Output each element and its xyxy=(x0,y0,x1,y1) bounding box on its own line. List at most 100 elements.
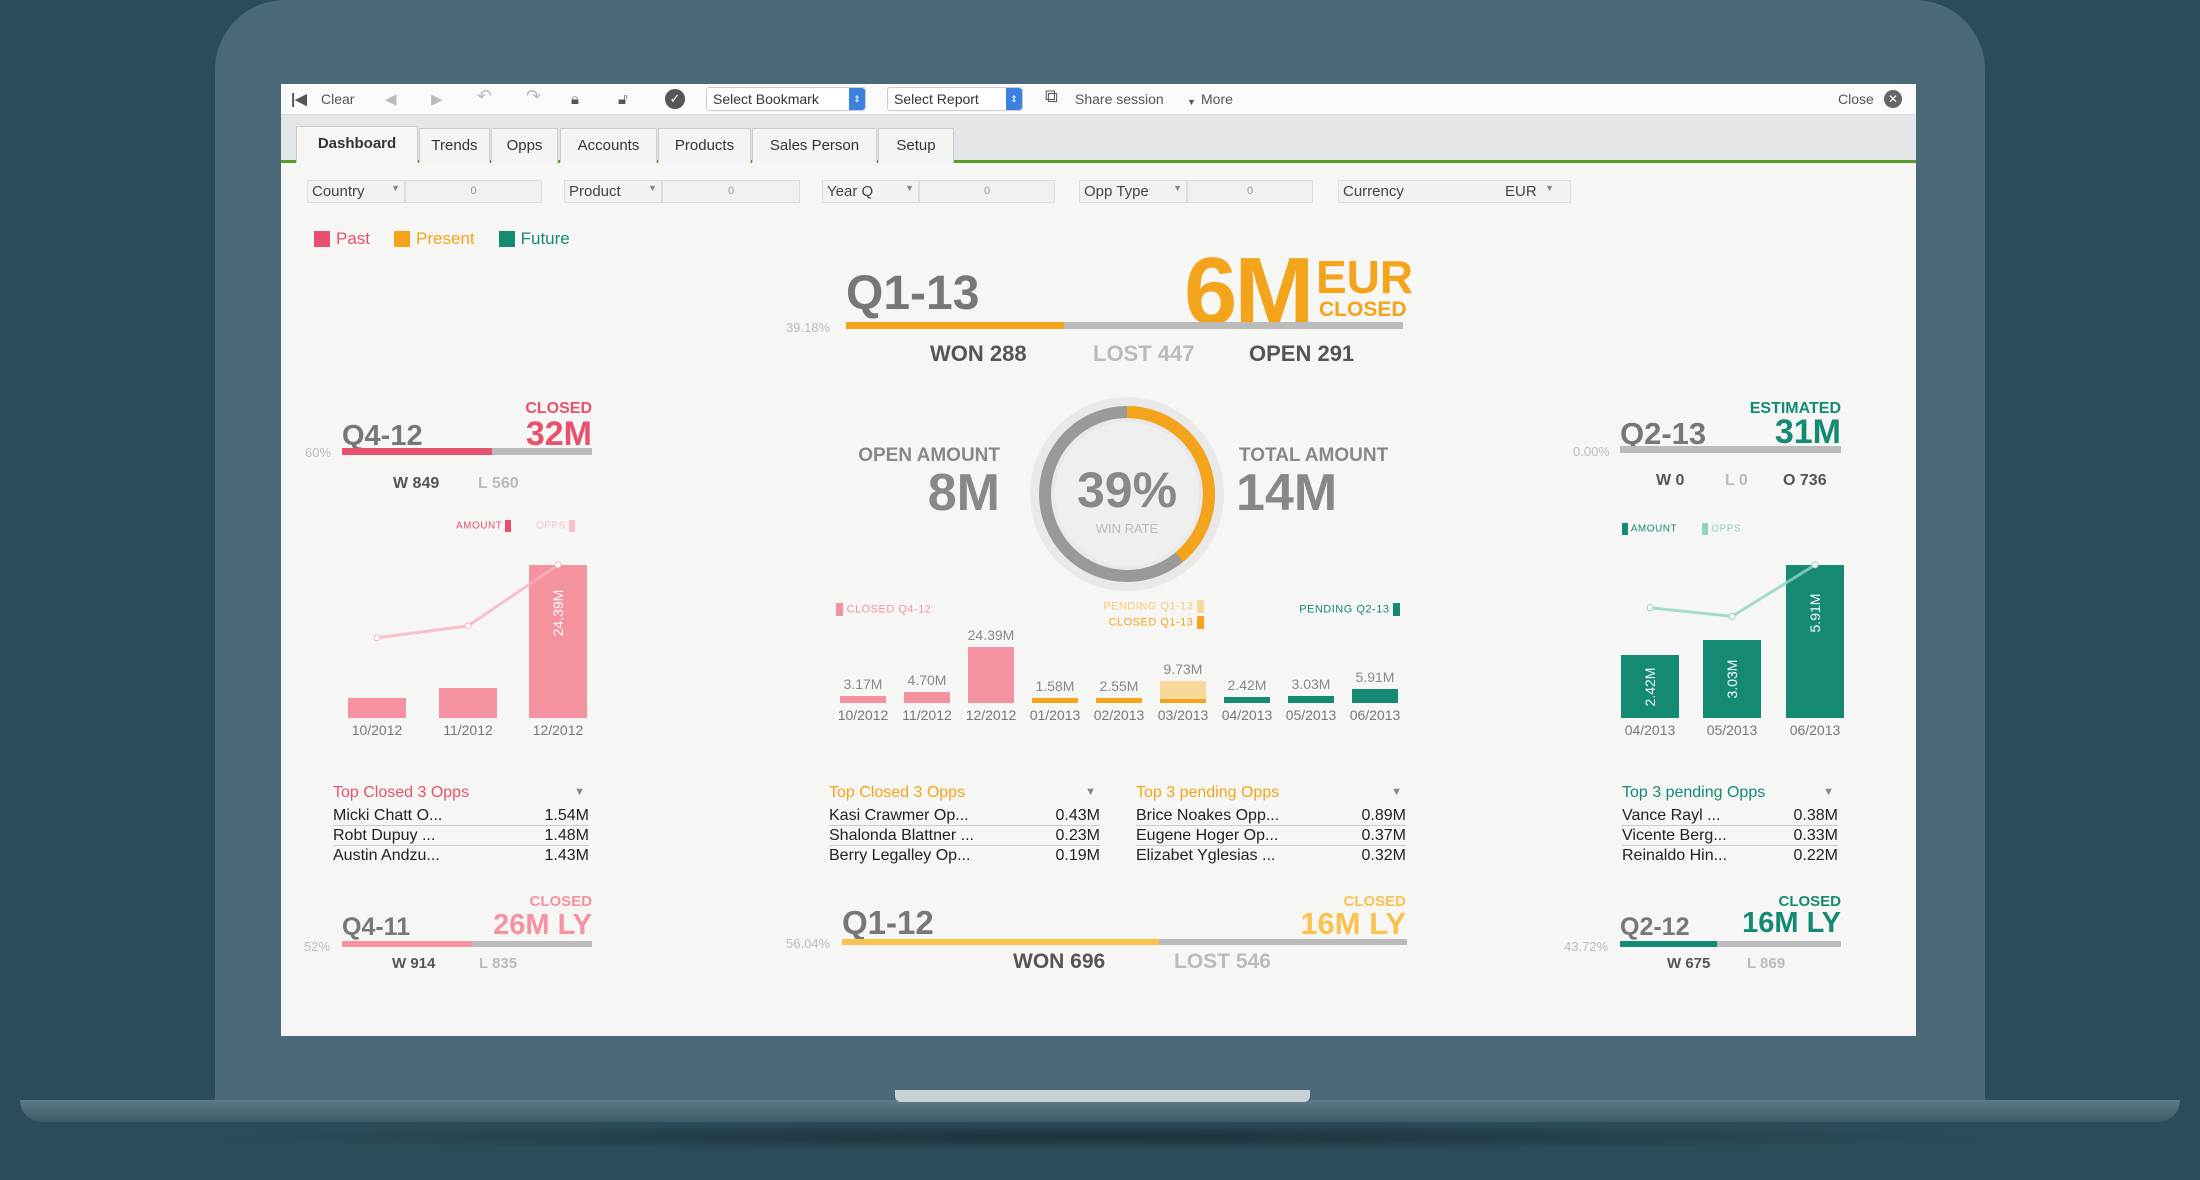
country-filter[interactable]: Country ▼ xyxy=(307,180,405,203)
dropdown-caret-icon[interactable]: ▼ xyxy=(1823,786,1834,798)
list-header[interactable]: Top 3 pending Opps ▼ xyxy=(1622,784,1838,806)
product-filter[interactable]: Product ▼ xyxy=(564,180,662,203)
value-label: 5.91M xyxy=(1355,669,1395,686)
opp-name: Robt Dupuy ... xyxy=(333,827,436,844)
ly-q1-12-win-fill xyxy=(842,939,1159,945)
list-item[interactable]: Robt Dupuy ... 1.48M xyxy=(333,826,589,846)
opp-amount: 0.33M xyxy=(1793,827,1838,844)
current-currency: EUR xyxy=(1316,251,1414,303)
past-win-bar xyxy=(342,448,592,455)
dropdown-caret-icon: ▼ xyxy=(1545,183,1554,193)
open-amount-label: OPEN AMOUNT xyxy=(858,445,1000,466)
swatch xyxy=(505,520,512,532)
value-label: 3.17M xyxy=(843,675,883,692)
legend-label: PENDING Q2-13 xyxy=(1299,603,1390,616)
ly-q4-11-won: W 914 xyxy=(392,955,436,972)
tab-dashboard[interactable]: Dashboard xyxy=(296,126,418,163)
list-item[interactable]: Elizabet Yglesias ... 0.32M xyxy=(1136,846,1406,866)
list-item[interactable]: Eugene Hoger Op... 0.37M xyxy=(1136,826,1406,846)
list-item[interactable]: Kasi Crawmer Op... 0.43M xyxy=(829,806,1100,826)
legend-pending-q2-13: PENDING Q2-13 xyxy=(1299,603,1400,616)
list-item[interactable]: Reinaldo Hin... 0.22M xyxy=(1622,846,1838,866)
tab-sales-person[interactable]: Sales Person xyxy=(752,128,877,163)
currency-filter[interactable]: Currency EUR ▼ xyxy=(1338,180,1571,203)
tab-setup[interactable]: Setup xyxy=(878,128,954,163)
tab-bar: Dashboard Trends Opps Accounts Products … xyxy=(281,115,1916,163)
list-item[interactable]: Micki Chatt O... 1.54M xyxy=(333,806,589,826)
swatch xyxy=(569,520,576,532)
tab-accounts[interactable]: Accounts xyxy=(560,128,657,163)
share-session-button[interactable]: Share session xyxy=(1075,91,1164,107)
ly-q2-12-win-bar xyxy=(1620,941,1841,947)
bar-12/2012 xyxy=(529,564,587,718)
x-tick-label: 06/2013 xyxy=(1789,722,1841,738)
bar-11/2012 xyxy=(439,688,497,718)
dropdown-caret-icon: ▼ xyxy=(648,183,657,193)
list-item[interactable]: Brice Noakes Opp... 0.89M xyxy=(1136,806,1406,826)
tab-trends[interactable]: Trends xyxy=(419,128,490,163)
ly-q2-12-amount: 16M LY xyxy=(1742,907,1841,939)
list-item[interactable]: Vicente Berg... 0.33M xyxy=(1622,826,1838,846)
clear-icon[interactable]: |◀ xyxy=(291,91,307,108)
legend-label: OPPS xyxy=(536,520,566,532)
opptype-count: 0 xyxy=(1187,180,1313,203)
x-tick-label: 10/2012 xyxy=(351,722,403,738)
close-icon[interactable]: ✕ xyxy=(1884,90,1902,108)
list-item[interactable]: Berry Legalley Op... 0.19M xyxy=(829,846,1100,866)
opp-amount: 0.23M xyxy=(1055,827,1100,844)
yearq-filter[interactable]: Year Q ▼ xyxy=(822,180,919,203)
tab-products[interactable]: Products xyxy=(658,128,751,163)
check-icon[interactable]: ✓ xyxy=(665,89,685,109)
more-button[interactable]: More xyxy=(1201,91,1233,107)
opp-name: Micki Chatt O... xyxy=(333,807,443,824)
opp-name: Eugene Hoger Op... xyxy=(1136,827,1279,844)
x-tick-label: 11/2012 xyxy=(902,707,952,723)
future-legend-opps: OPPS xyxy=(1702,523,1741,535)
past-legend-opps: OPPS xyxy=(536,520,576,532)
legend-label: CLOSED Q4-12 xyxy=(846,603,932,616)
past-status: CLOSED xyxy=(525,400,592,417)
close-button[interactable]: Close xyxy=(1838,91,1874,107)
back-icon[interactable]: ◀ xyxy=(385,91,397,108)
clear-button[interactable]: Clear xyxy=(321,91,355,107)
forward-icon[interactable]: ▶ xyxy=(431,91,443,108)
list-item[interactable]: Vance Rayl ... 0.38M xyxy=(1622,806,1838,826)
top-closed-opps-past: Top Closed 3 Opps ▼ Micki Chatt O... 1.54M… xyxy=(333,784,589,866)
more-caret-icon: ▼ xyxy=(1187,97,1196,107)
legend-label: OPPS xyxy=(1711,523,1742,535)
dropdown-caret-icon[interactable]: ▼ xyxy=(1391,786,1402,798)
x-tick-label: 12/2012 xyxy=(532,722,584,738)
dropdown-caret-icon: ▼ xyxy=(391,183,400,193)
opp-name: Shalonda Blattner ... xyxy=(829,827,974,844)
list-item[interactable]: Shalonda Blattner ... 0.23M xyxy=(829,826,1100,846)
open-amount: 8M xyxy=(927,464,1000,522)
share-icon[interactable]: ⧉ xyxy=(1045,86,1058,106)
ly-q1-12-status: CLOSED xyxy=(1343,893,1406,910)
select-report-dropdown[interactable]: Select Report ⇕ xyxy=(887,87,1023,111)
tab-opps[interactable]: Opps xyxy=(491,128,558,163)
redo-icon[interactable]: ↷ xyxy=(526,86,542,106)
unlock-icon[interactable]: 🔓︎ xyxy=(618,91,628,108)
lock-icon[interactable]: 🔒︎ xyxy=(571,91,579,108)
legend-closed-q4-12: CLOSED Q4-12 xyxy=(836,603,931,616)
undo-icon[interactable]: ↶ xyxy=(477,86,493,106)
laptop-shadow xyxy=(150,1122,2050,1152)
x-tick-label: 05/2013 xyxy=(1285,707,1337,723)
list-header[interactable]: Top Closed 3 Opps ▼ xyxy=(333,784,589,806)
list-header[interactable]: Top 3 pending Opps ▼ xyxy=(1136,784,1406,806)
opps-point xyxy=(554,561,562,569)
opps-line xyxy=(1649,563,1816,618)
country-count: 0 xyxy=(405,180,542,203)
opp-name: Elizabet Yglesias ... xyxy=(1136,847,1276,864)
list-header[interactable]: Top Closed 3 Opps ▼ xyxy=(829,784,1100,806)
ly-q1-12-win-bar xyxy=(842,939,1407,945)
list-title: Top 3 pending Opps xyxy=(1622,784,1766,801)
dropdown-caret-icon[interactable]: ▼ xyxy=(1085,786,1096,798)
dropdown-caret-icon[interactable]: ▼ xyxy=(574,786,585,798)
select-bookmark-dropdown[interactable]: Select Bookmark ⇕ xyxy=(706,87,866,111)
ly-q4-11-pct: 52% xyxy=(304,939,331,954)
past-swatch xyxy=(314,231,330,247)
opp-name: Vicente Berg... xyxy=(1622,827,1727,844)
opptype-filter[interactable]: Opp Type ▼ xyxy=(1079,180,1187,203)
list-item[interactable]: Austin Andzu... 1.43M xyxy=(333,846,589,866)
